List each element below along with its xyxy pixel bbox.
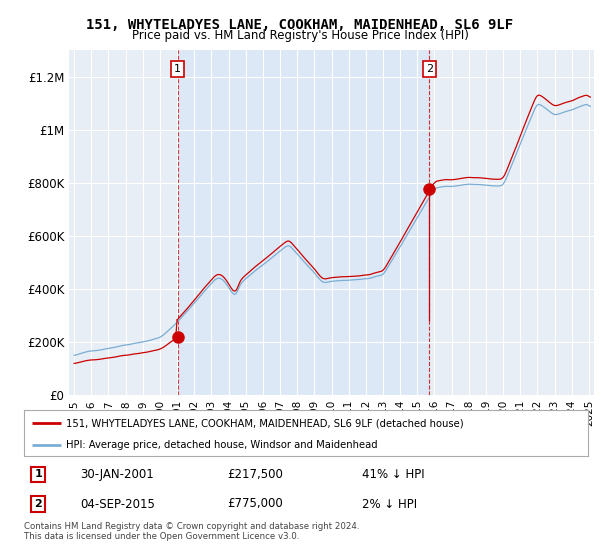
Text: 2: 2 xyxy=(34,499,42,509)
Text: 151, WHYTELADYES LANE, COOKHAM, MAIDENHEAD, SL6 9LF: 151, WHYTELADYES LANE, COOKHAM, MAIDENHE… xyxy=(86,18,514,32)
Text: 1: 1 xyxy=(174,64,181,74)
Text: 41% ↓ HPI: 41% ↓ HPI xyxy=(362,468,425,481)
Text: 2: 2 xyxy=(426,64,433,74)
Text: 30-JAN-2001: 30-JAN-2001 xyxy=(80,468,154,481)
Text: 1: 1 xyxy=(34,469,42,479)
Text: Price paid vs. HM Land Registry's House Price Index (HPI): Price paid vs. HM Land Registry's House … xyxy=(131,29,469,42)
Text: £217,500: £217,500 xyxy=(227,468,283,481)
Text: 151, WHYTELADYES LANE, COOKHAM, MAIDENHEAD, SL6 9LF (detached house): 151, WHYTELADYES LANE, COOKHAM, MAIDENHE… xyxy=(66,418,464,428)
Text: £775,000: £775,000 xyxy=(227,497,283,511)
Bar xyxy=(178,50,430,395)
Text: 2% ↓ HPI: 2% ↓ HPI xyxy=(362,497,418,511)
Text: HPI: Average price, detached house, Windsor and Maidenhead: HPI: Average price, detached house, Wind… xyxy=(66,440,378,450)
Text: Contains HM Land Registry data © Crown copyright and database right 2024.
This d: Contains HM Land Registry data © Crown c… xyxy=(24,522,359,542)
Text: 04-SEP-2015: 04-SEP-2015 xyxy=(80,497,155,511)
